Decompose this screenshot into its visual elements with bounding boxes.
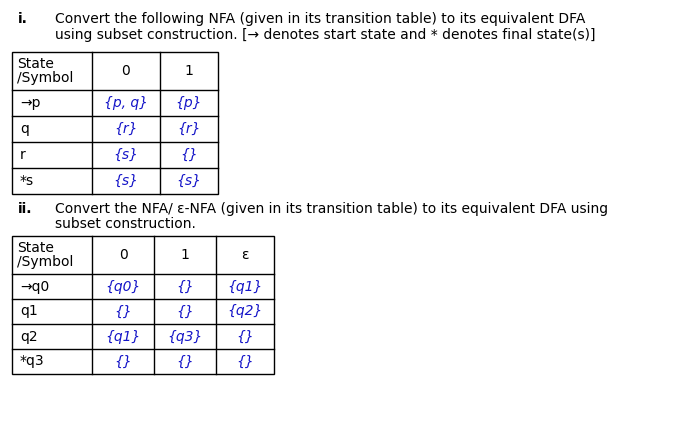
Text: q: q xyxy=(20,122,29,136)
Text: {r}: {r} xyxy=(177,122,201,136)
Text: 1: 1 xyxy=(181,248,190,262)
Text: {s}: {s} xyxy=(177,174,202,188)
Text: State: State xyxy=(17,241,54,255)
Text: {}: {} xyxy=(176,354,194,369)
Text: {s}: {s} xyxy=(113,174,138,188)
Text: {r}: {r} xyxy=(114,122,138,136)
Text: {p, q}: {p, q} xyxy=(104,96,148,110)
Text: →q0: →q0 xyxy=(20,280,49,294)
Text: {q0}: {q0} xyxy=(106,280,140,294)
Text: {}: {} xyxy=(176,304,194,319)
Text: {s}: {s} xyxy=(113,148,138,162)
Text: {q1}: {q1} xyxy=(227,280,263,294)
Text: Convert the NFA/ ε-NFA (given in its transition table) to its equivalent DFA usi: Convert the NFA/ ε-NFA (given in its tra… xyxy=(55,202,608,216)
Text: q2: q2 xyxy=(20,330,38,343)
Text: {}: {} xyxy=(236,354,254,369)
Text: 0: 0 xyxy=(122,64,131,78)
Bar xyxy=(12,236,274,374)
Text: q1: q1 xyxy=(20,304,38,319)
Text: i.: i. xyxy=(18,12,28,26)
Text: 0: 0 xyxy=(119,248,127,262)
Text: {}: {} xyxy=(114,354,132,369)
Text: r: r xyxy=(20,148,26,162)
Text: using subset construction. [→ denotes start state and * denotes final state(s)]: using subset construction. [→ denotes st… xyxy=(55,28,596,42)
Text: State: State xyxy=(17,57,54,71)
Text: ii.: ii. xyxy=(18,202,33,216)
Text: {}: {} xyxy=(176,280,194,294)
Text: {q2}: {q2} xyxy=(227,304,263,319)
Text: *q3: *q3 xyxy=(20,354,44,369)
Bar xyxy=(12,52,218,194)
Text: {}: {} xyxy=(180,148,198,162)
Text: 1: 1 xyxy=(185,64,193,78)
Text: /Symbol: /Symbol xyxy=(17,71,74,85)
Text: ε: ε xyxy=(241,248,249,262)
Text: *s: *s xyxy=(20,174,34,188)
Text: {q3}: {q3} xyxy=(167,330,203,343)
Text: {p}: {p} xyxy=(176,96,202,110)
Text: subset construction.: subset construction. xyxy=(55,217,196,231)
Text: →p: →p xyxy=(20,96,40,110)
Text: {q1}: {q1} xyxy=(106,330,140,343)
Text: /Symbol: /Symbol xyxy=(17,255,74,269)
Text: {}: {} xyxy=(114,304,132,319)
Text: Convert the following NFA (given in its transition table) to its equivalent DFA: Convert the following NFA (given in its … xyxy=(55,12,585,26)
Text: {}: {} xyxy=(236,330,254,343)
